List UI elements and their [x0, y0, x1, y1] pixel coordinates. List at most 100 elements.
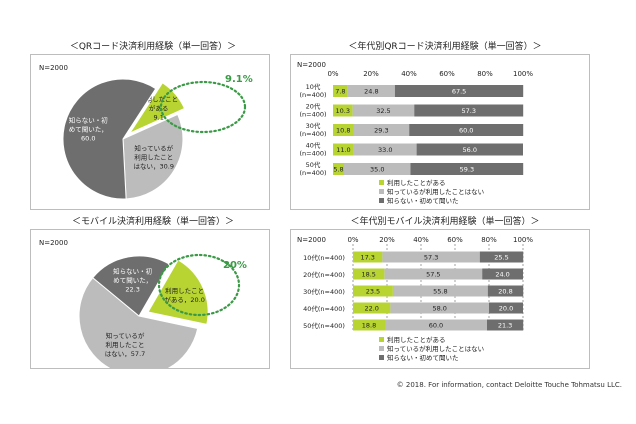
bar-segment — [353, 143, 417, 156]
mobile-age-bar-panel: N=2000 0% 20% 40% 60% 80% 100% 10代(n=400) 17.3 57… — [290, 229, 590, 369]
bar-value-label: 55.8 — [433, 288, 447, 296]
bar-value-label: 33.0 — [378, 146, 392, 154]
legend-label: 知っているが利用したことはない — [387, 344, 484, 353]
bar-segment — [353, 124, 410, 136]
slice-label: 利用したこと — [134, 153, 173, 162]
bar-segment — [347, 85, 395, 97]
bar-segment — [392, 285, 488, 297]
qr-pie-chart: N=2000利用したことがある9.1知っているが利用したことはない，30.9知ら… — [39, 64, 253, 200]
tick-label: 80% — [477, 70, 493, 78]
bar-segment — [353, 251, 383, 263]
bar-value-label: 57.3 — [462, 107, 476, 115]
category-label: 30代(n=400) — [303, 287, 345, 296]
category-label: (n=400) — [299, 111, 326, 119]
bar-value-label: 24.0 — [495, 271, 509, 279]
category-label: 30代 — [306, 121, 321, 130]
slice-label: がある — [149, 103, 169, 112]
bar-value-label: 56.0 — [463, 146, 477, 154]
bar-value-label: 20.8 — [498, 288, 512, 296]
slice-label: めて聞いた， — [69, 126, 108, 134]
category-label: 40代 — [306, 141, 321, 150]
category-label: 10代 — [306, 82, 321, 91]
bar-segment — [384, 268, 483, 280]
bar-value-label: 11.0 — [336, 146, 350, 154]
legend-swatch — [379, 337, 384, 342]
category-label: (n=400) — [299, 150, 326, 158]
n-label: N=2000 — [39, 64, 68, 72]
bar-value-label: 20.0 — [499, 305, 513, 313]
bar-segment — [353, 319, 385, 331]
slice-label: がある，20.0 — [164, 295, 204, 304]
pie-slice — [122, 113, 184, 200]
slice-label: 60.0 — [81, 135, 95, 143]
bar-segment — [487, 319, 524, 331]
bar-segment — [489, 302, 523, 314]
bar-segment — [416, 143, 523, 156]
bar-segment — [382, 251, 480, 263]
tick-label: 100% — [513, 70, 533, 78]
bar-segment — [353, 268, 385, 280]
category-label: 20代 — [306, 102, 321, 111]
pie-slice — [92, 255, 170, 317]
tick-label: 80% — [481, 236, 497, 244]
tick-label: 40% — [401, 70, 417, 78]
legend-swatch — [379, 355, 384, 360]
bar-segment — [333, 124, 354, 136]
bar-segment — [333, 104, 353, 117]
bar-value-label: 7.8 — [335, 88, 345, 96]
bar-segment — [414, 104, 524, 117]
tick-label: 100% — [513, 236, 533, 244]
pie-slice — [147, 259, 209, 325]
slice-label: めて聞いた， — [113, 277, 152, 285]
bar-segment — [409, 124, 524, 136]
bar-segment — [410, 163, 524, 175]
bar-value-label: 23.5 — [366, 288, 380, 296]
highlight-oval — [157, 253, 241, 317]
tick-label: 0% — [347, 236, 358, 244]
bar-value-label: 35.0 — [370, 166, 384, 174]
qr-pie-panel: N=2000 利用したこと がある 9.1 知っているが 利用したこと はない，30.9 知ら… — [30, 54, 270, 210]
category-label: 20代(n=400) — [303, 270, 345, 279]
qr-pie-title: ＜QRコード決済利用経験（単一回答）＞ — [69, 42, 237, 52]
bar-segment — [333, 163, 344, 175]
bar-segment — [385, 319, 487, 331]
bar-value-label: 57.3 — [424, 254, 438, 262]
bar-segment — [353, 285, 393, 297]
slice-label: はない，30.9 — [133, 163, 173, 171]
pie-slice — [128, 82, 186, 135]
n-label: N=2000 — [39, 239, 68, 247]
bar-value-label: 10.8 — [336, 127, 350, 135]
legend-swatch — [379, 180, 384, 185]
bar-value-label: 10.3 — [336, 107, 350, 115]
bar-value-label: 59.3 — [460, 166, 474, 174]
bar-segment — [344, 163, 411, 175]
slice-label: 9.1 — [154, 113, 164, 121]
bar-value-label: 25.5 — [494, 254, 508, 262]
bar-value-label: 32.5 — [376, 107, 390, 115]
slice-label: はない，57.7 — [105, 350, 145, 358]
category-label: 10代(n=400) — [303, 253, 345, 262]
slice-label: 知っているが — [106, 331, 145, 340]
bar-value-label: 18.5 — [361, 271, 375, 279]
bar-segment — [479, 251, 524, 263]
slice-label: 知らない・初 — [69, 116, 108, 125]
category-label: 40代(n=400) — [303, 304, 345, 313]
legend-label: 知らない・初めて聞いた — [387, 196, 459, 205]
slice-label: 利用したこと — [106, 340, 145, 349]
n-label: N=2000 — [297, 236, 326, 244]
pie-slice — [62, 78, 157, 200]
bar-value-label: 67.5 — [452, 88, 466, 96]
category-label: (n=400) — [299, 169, 326, 177]
legend-label: 利用したことがある — [387, 335, 446, 344]
callout-value: 9.1% — [225, 74, 253, 85]
highlight-oval — [159, 80, 247, 134]
bar-value-label: 57.5 — [426, 271, 440, 279]
legend-label: 知らない・初めて聞いた — [387, 353, 459, 362]
bar-value-label: 58.0 — [432, 305, 446, 313]
mobile-age-bar-chart: N=2000 0% 20% 40% 60% 80% 100% 10代(n=400) 17.3 57… — [297, 236, 533, 362]
tick-label: 20% — [379, 236, 395, 244]
bar-segment — [352, 104, 415, 117]
slice-label: 知っているが — [134, 144, 173, 153]
bar-segment — [333, 85, 348, 97]
category-label: 50代(n=400) — [303, 321, 345, 330]
